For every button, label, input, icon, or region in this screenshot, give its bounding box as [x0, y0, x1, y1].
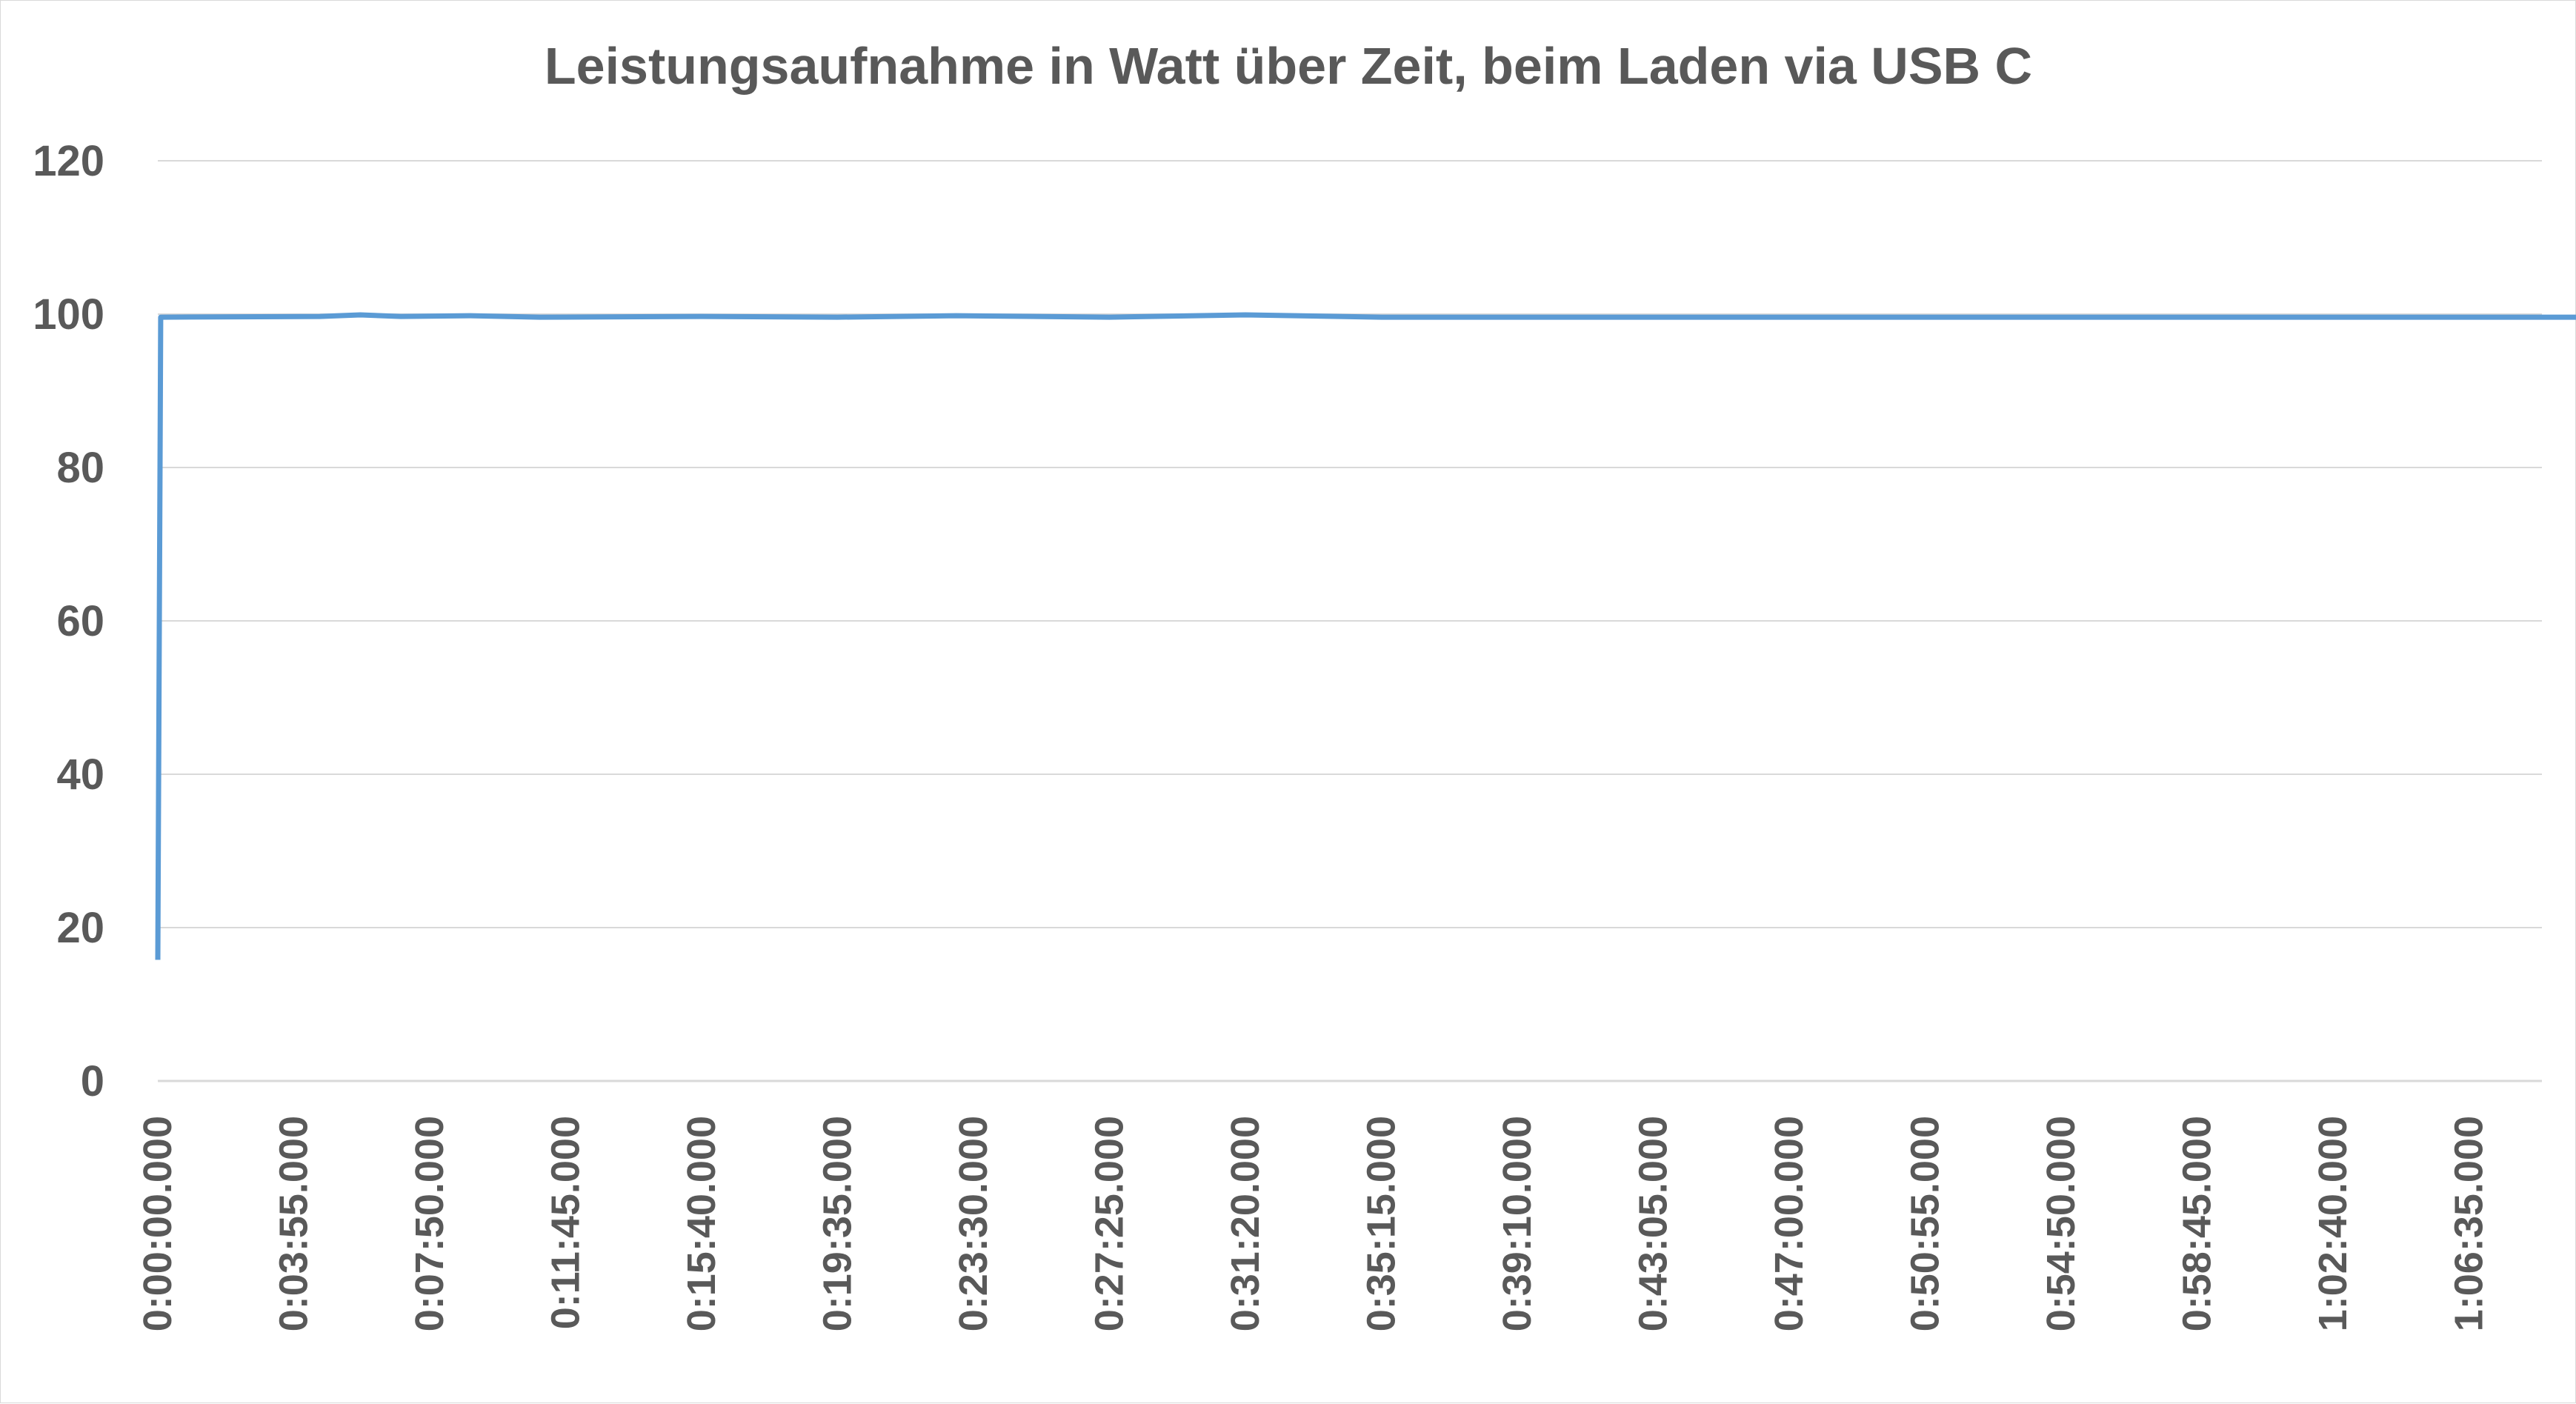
- y-tick-label: 120: [33, 137, 104, 185]
- x-tick-label: 0:11:45.000: [544, 1116, 588, 1329]
- x-tick-label: 0:35:15.000: [1359, 1116, 1404, 1331]
- x-tick-label: 0:43:05.000: [1631, 1116, 1676, 1331]
- x-tick-label: 0:54:50.000: [2039, 1116, 2083, 1331]
- x-tick-label: 0:23:30.000: [951, 1116, 996, 1331]
- y-tick-label: 40: [56, 751, 104, 799]
- x-tick-label: 0:50:55.000: [1903, 1116, 1948, 1331]
- y-tick-label: 80: [56, 444, 104, 492]
- x-tick-label: 0:19:35.000: [816, 1116, 860, 1331]
- chart-title: Leistungsaufnahme in Watt über Zeit, bei…: [545, 37, 2032, 95]
- series-line-0: [155, 312, 2576, 960]
- x-tick-label: 0:03:55.000: [272, 1116, 316, 1331]
- series-layer: [155, 312, 2576, 960]
- y-tick-label: 100: [33, 290, 104, 339]
- gridlines: [158, 160, 2542, 1082]
- x-tick-label: 0:47:00.000: [1767, 1116, 1811, 1331]
- x-tick-label: 0:39:10.000: [1495, 1116, 1540, 1331]
- x-tick-label: 0:27:25.000: [1088, 1116, 1132, 1331]
- y-axis-tick-labels: 0 20 40 60 80 100 120: [33, 137, 104, 1105]
- y-tick-label: 60: [56, 597, 104, 645]
- x-tick-label: 1:06:35.000: [2447, 1116, 2492, 1331]
- y-tick-label: 0: [81, 1057, 104, 1105]
- x-tick-label: 1:02:40.000: [2311, 1116, 2355, 1331]
- x-tick-label: 0:58:45.000: [2175, 1116, 2220, 1331]
- x-tick-label: 0:31:20.000: [1223, 1116, 1268, 1331]
- y-tick-label: 20: [56, 904, 104, 952]
- x-axis-tick-labels: 0:00:00.000 0:03:55.000 0:07:50.000 0:11:45…: [136, 1116, 2492, 1331]
- x-tick-label: 0:15:40.000: [679, 1116, 724, 1331]
- x-tick-label: 0:00:00.000: [136, 1116, 180, 1331]
- x-tick-label: 0:07:50.000: [407, 1116, 452, 1331]
